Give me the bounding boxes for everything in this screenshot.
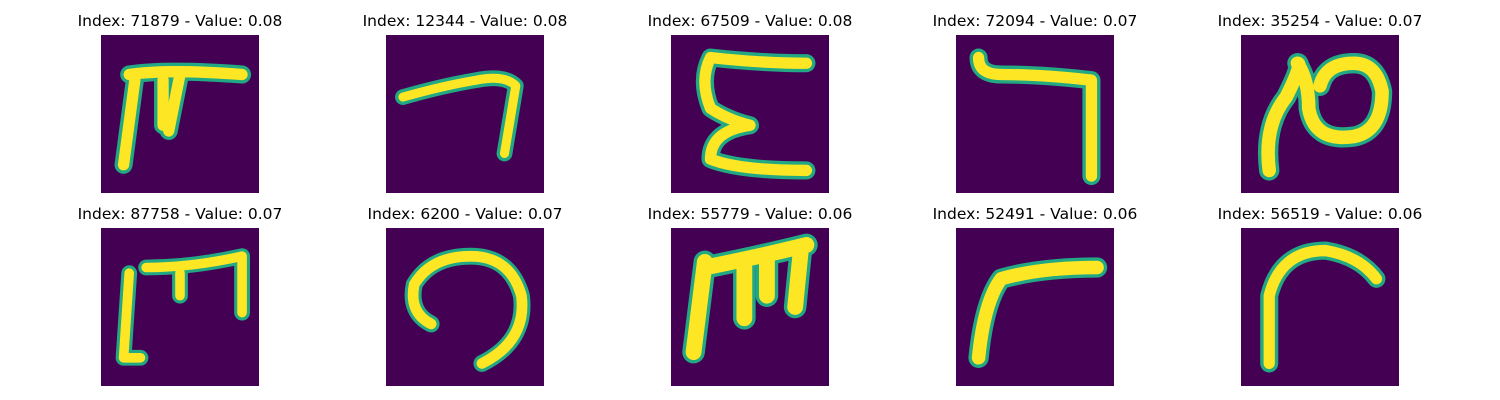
panel-2: Index: 12344 - Value: 0.08: [345, 12, 585, 202]
glyph-image: [386, 35, 544, 193]
glyph-image: [956, 35, 1114, 193]
glyph-image: [1241, 35, 1399, 193]
panel-title: Index: 35254 - Value: 0.07: [1217, 12, 1423, 30]
glyph-image: [101, 228, 259, 386]
panel-10: Index: 56519 - Value: 0.06: [1200, 205, 1440, 395]
panel-title: Index: 12344 - Value: 0.08: [362, 12, 568, 30]
panel-title: Index: 55779 - Value: 0.06: [647, 205, 853, 223]
glyph-image: [101, 35, 259, 193]
glyph-image: [386, 228, 544, 386]
glyph-image: [671, 35, 829, 193]
panel-title: Index: 52491 - Value: 0.06: [932, 205, 1138, 223]
panel-7: Index: 6200 - Value: 0.07: [345, 205, 585, 395]
panel-9: Index: 52491 - Value: 0.06: [915, 205, 1155, 395]
panel-title: Index: 71879 - Value: 0.08: [77, 12, 283, 30]
panel-5: Index: 35254 - Value: 0.07: [1200, 12, 1440, 202]
panel-title: Index: 67509 - Value: 0.08: [647, 12, 853, 30]
panel-8: Index: 55779 - Value: 0.06: [630, 205, 870, 395]
glyph-image: [956, 228, 1114, 386]
glyph-image: [1241, 228, 1399, 386]
glyph-image: [671, 228, 829, 386]
panel-title: Index: 72094 - Value: 0.07: [932, 12, 1138, 30]
panel-6: Index: 87758 - Value: 0.07: [60, 205, 300, 395]
panel-title: Index: 56519 - Value: 0.06: [1217, 205, 1423, 223]
panel-title: Index: 6200 - Value: 0.07: [367, 205, 563, 223]
panel-1: Index: 71879 - Value: 0.08: [60, 12, 300, 202]
panel-title: Index: 87758 - Value: 0.07: [77, 205, 283, 223]
panel-4: Index: 72094 - Value: 0.07: [915, 12, 1155, 202]
panel-3: Index: 67509 - Value: 0.08: [630, 12, 870, 202]
